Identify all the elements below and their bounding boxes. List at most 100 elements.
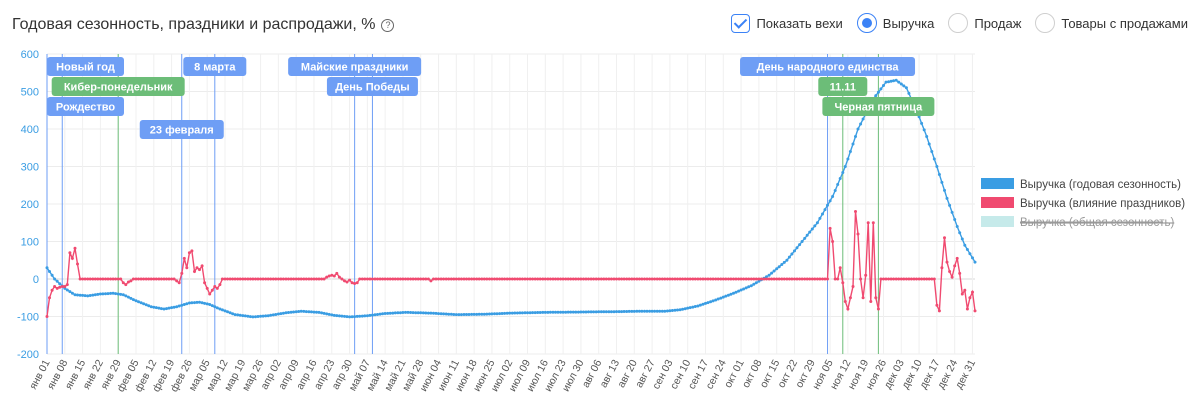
radio-sales[interactable]: Продаж	[948, 13, 1021, 33]
milestone-badge[interactable]	[47, 57, 124, 76]
legend-swatch[interactable]	[981, 178, 1014, 189]
data-point	[963, 243, 967, 247]
data-point	[833, 189, 837, 192]
data-point	[637, 277, 641, 281]
data-point	[170, 277, 174, 281]
data-point	[368, 313, 372, 317]
milestone-badge[interactable]	[183, 57, 247, 76]
data-point	[485, 312, 489, 316]
radio-selected-icon[interactable]	[856, 13, 877, 33]
milestone-badge[interactable]	[139, 120, 224, 139]
data-point	[902, 277, 906, 281]
legend-swatch[interactable]	[981, 197, 1014, 208]
data-point	[50, 273, 54, 277]
series-line	[46, 211, 976, 317]
y-tick-label: -200	[17, 349, 39, 361]
data-point	[704, 301, 707, 305]
data-point	[518, 277, 522, 281]
data-point	[597, 277, 601, 281]
data-point	[447, 277, 451, 281]
data-point	[805, 233, 809, 237]
data-point	[317, 310, 321, 314]
data-point	[327, 274, 331, 278]
data-point	[803, 277, 807, 281]
data-point	[459, 277, 463, 281]
data-point	[477, 312, 481, 316]
data-point	[894, 78, 898, 82]
data-point	[732, 277, 735, 281]
data-point	[889, 277, 893, 281]
data-point	[345, 280, 349, 284]
data-point	[579, 277, 583, 281]
legend-label[interactable]: Выручка (общая сезонность)	[1020, 217, 1174, 229]
data-point	[724, 277, 728, 281]
data-point	[126, 295, 130, 299]
data-point	[655, 309, 659, 313]
data-point	[650, 309, 654, 313]
data-point	[594, 310, 598, 314]
data-point	[729, 277, 733, 281]
show-milestones-toggle[interactable]: Показать вехи	[731, 13, 843, 33]
legend-label[interactable]: Выручка (годовая сезонность)	[1020, 179, 1181, 191]
data-point	[490, 312, 494, 316]
data-point	[854, 210, 857, 213]
data-point	[798, 243, 802, 247]
data-point	[187, 301, 191, 305]
data-point	[462, 277, 466, 281]
data-point	[643, 309, 646, 313]
data-point	[149, 305, 153, 309]
data-point	[96, 292, 100, 296]
data-point	[531, 311, 535, 315]
legend-swatch[interactable]	[981, 216, 1014, 227]
checkbox-icon[interactable]	[731, 13, 751, 33]
data-point	[754, 281, 758, 285]
data-point	[805, 277, 809, 281]
milestone-badge[interactable]	[51, 77, 185, 96]
data-point	[48, 270, 51, 273]
data-point	[937, 309, 941, 313]
data-point	[134, 299, 138, 303]
help-icon[interactable]: ?	[381, 18, 395, 32]
data-point	[238, 277, 242, 281]
data-point	[312, 277, 316, 281]
data-point	[337, 275, 341, 279]
data-point	[454, 313, 458, 317]
data-point	[393, 277, 397, 281]
data-point	[561, 277, 565, 281]
data-point	[472, 277, 476, 281]
data-point	[269, 313, 273, 317]
milestone-badge[interactable]	[326, 77, 418, 96]
data-point	[370, 277, 374, 281]
data-point	[259, 314, 263, 318]
data-point	[925, 135, 929, 138]
milestone-badge[interactable]	[47, 97, 124, 116]
data-point	[480, 277, 484, 281]
data-point	[376, 277, 379, 281]
data-point	[121, 293, 125, 297]
radio-icon[interactable]	[948, 13, 969, 33]
milestone-badge[interactable]	[818, 77, 868, 96]
data-point	[444, 312, 448, 316]
data-point	[274, 313, 278, 316]
data-point	[950, 210, 954, 214]
data-point	[752, 282, 756, 286]
data-point	[467, 277, 471, 281]
milestone-badge[interactable]	[822, 97, 935, 116]
radio-icon[interactable]	[1035, 13, 1056, 33]
milestone-badge[interactable]	[288, 57, 422, 76]
milestone-badge[interactable]	[740, 57, 916, 76]
radio-revenue[interactable]: Выручка	[856, 13, 934, 33]
chart-grid	[46, 53, 975, 355]
data-point	[165, 277, 168, 281]
data-point	[538, 311, 542, 314]
data-point	[660, 277, 664, 281]
data-point	[210, 304, 214, 308]
legend-label[interactable]: Выручка (влияние праздников)	[1020, 198, 1185, 210]
data-point	[396, 277, 400, 281]
data-point	[696, 277, 700, 281]
data-point	[597, 310, 601, 314]
data-point	[843, 300, 847, 303]
data-point	[528, 277, 532, 281]
data-point	[208, 303, 212, 306]
radio-products[interactable]: Товары с продажами	[1035, 13, 1188, 33]
